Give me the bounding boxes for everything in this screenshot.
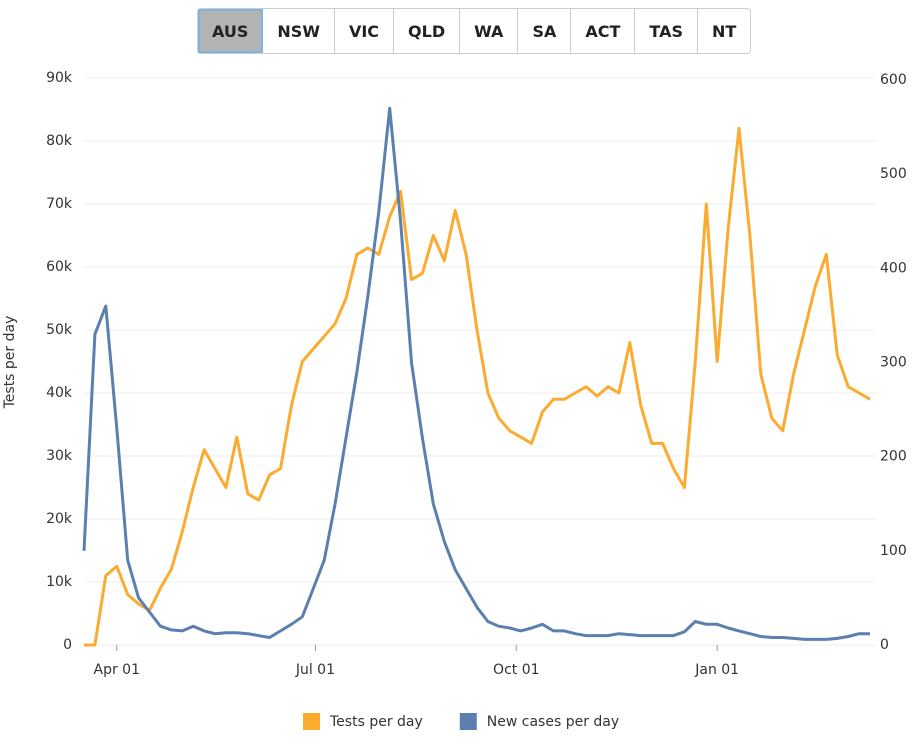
region-tab[interactable]: AUS xyxy=(198,9,264,53)
y2-tick-label: 0 xyxy=(880,637,889,653)
region-tab[interactable]: ACT xyxy=(571,9,636,53)
region-tab[interactable]: NT xyxy=(711,21,737,41)
legend-label: New cases per day xyxy=(487,714,619,730)
y-tick-label: 50k xyxy=(46,322,73,338)
region-tab[interactable]: QLD xyxy=(394,9,461,53)
y2-tick-label: 200 xyxy=(880,449,907,465)
y-tick-label: 40k xyxy=(46,385,73,401)
y2-tick-label: 500 xyxy=(880,166,907,182)
y-tick-label: 90k xyxy=(46,70,73,86)
x-tick-label: Apr 01 xyxy=(94,662,140,678)
y2-tick-label: 600 xyxy=(880,72,907,88)
region-tab[interactable]: NSW xyxy=(263,9,335,53)
y-tick-label: 20k xyxy=(46,511,73,527)
region-tab[interactable]: VIC xyxy=(335,9,395,53)
y-tick-label: 70k xyxy=(46,196,73,212)
legend-swatch xyxy=(303,713,320,730)
x-tick-label: Oct 01 xyxy=(493,662,539,678)
y-tick-label: 60k xyxy=(46,259,73,275)
y-tick-label: 80k xyxy=(46,133,73,149)
y2-tick-label: 400 xyxy=(880,260,907,276)
y-tick-label: 10k xyxy=(46,574,73,590)
x-tick-label: Jan 01 xyxy=(694,662,739,678)
region-tab[interactable]: WA xyxy=(460,9,519,53)
x-tick-label: Jul 01 xyxy=(295,662,335,678)
y-tick-label: 30k xyxy=(46,448,73,464)
region-tab[interactable]: TAS xyxy=(635,9,698,53)
region-tab[interactable]: SA xyxy=(518,9,572,53)
y-axis-label: Tests per day xyxy=(2,316,18,410)
series-line xyxy=(84,126,871,647)
region-tabs: AUS NSW VIC QLD WA SA ACT TAS NT xyxy=(197,8,752,54)
y2-tick-label: 300 xyxy=(880,355,907,371)
series-line xyxy=(82,106,870,641)
legend-label: Tests per day xyxy=(329,714,423,730)
legend-swatch xyxy=(459,713,477,730)
y2-tick-label: 100 xyxy=(880,543,907,559)
y-tick-label: 0 xyxy=(63,637,72,653)
